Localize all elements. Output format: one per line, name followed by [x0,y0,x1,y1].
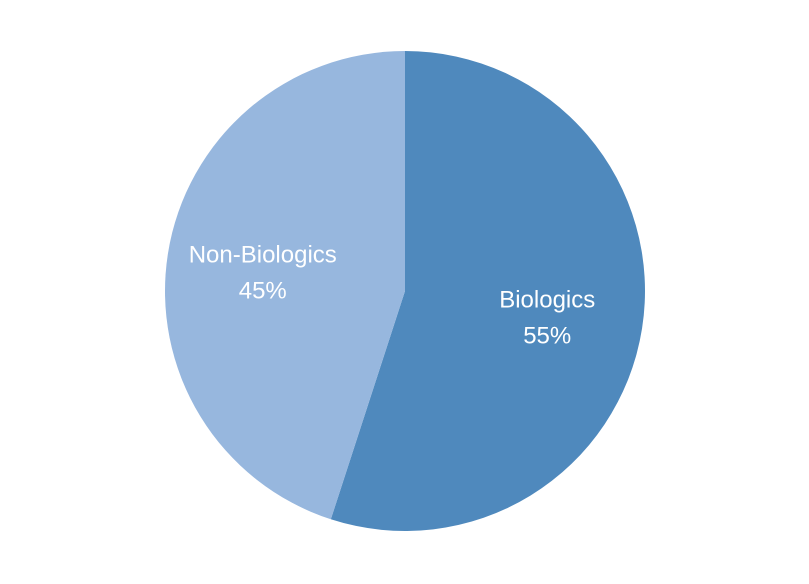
pie-slices [165,51,645,531]
pie-labels: Biologics 55% Non-Biologics 45% [189,241,596,349]
slice-category-label-biologics: Biologics [499,287,595,314]
slice-value-label-biologics: 55% [523,323,571,350]
pie-slice-non-biologics [165,51,405,520]
slice-category-label-non-biologics: Non-Biologics [189,241,337,268]
slice-value-label-non-biologics: 45% [239,277,287,304]
pie-slice-biologics [330,51,645,531]
